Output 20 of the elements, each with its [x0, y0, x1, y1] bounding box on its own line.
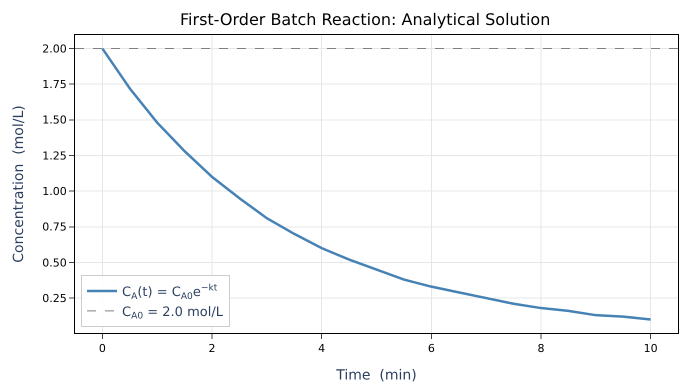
y-tick-label: 1.75	[42, 78, 67, 92]
y-tick-label: 1.50	[42, 114, 67, 127]
legend-label: C$_{A0}$ = 2.0 mol/L	[122, 304, 224, 322]
x-tick-label: 2	[208, 342, 216, 356]
legend-label: C$_{A}$(t) = C$_{A0}$e$^{−kt}$	[122, 284, 218, 302]
y-axis-title: Concentration (mol/L)	[10, 105, 27, 263]
x-tick-label: 6	[428, 342, 435, 356]
line-series	[101, 47, 652, 321]
y-tick-label: 0.25	[42, 292, 67, 305]
y-tick-label: 0.75	[42, 220, 67, 234]
y-tick-label: 1.25	[42, 149, 67, 162]
x-tick-label: 10	[644, 342, 658, 356]
y-tick-label: 2.00	[42, 42, 67, 56]
x-tick-label: 0	[98, 342, 106, 356]
y-tick-label: 0.50	[42, 256, 67, 270]
chart-title: First-Order Batch Reaction: Analytical Solution	[180, 10, 550, 29]
x-tick-label: 8	[537, 342, 544, 356]
y-tick-label: 1.00	[42, 184, 67, 198]
x-tick-label: 4	[318, 342, 326, 356]
x-axis-title: Time (min)	[335, 368, 417, 384]
